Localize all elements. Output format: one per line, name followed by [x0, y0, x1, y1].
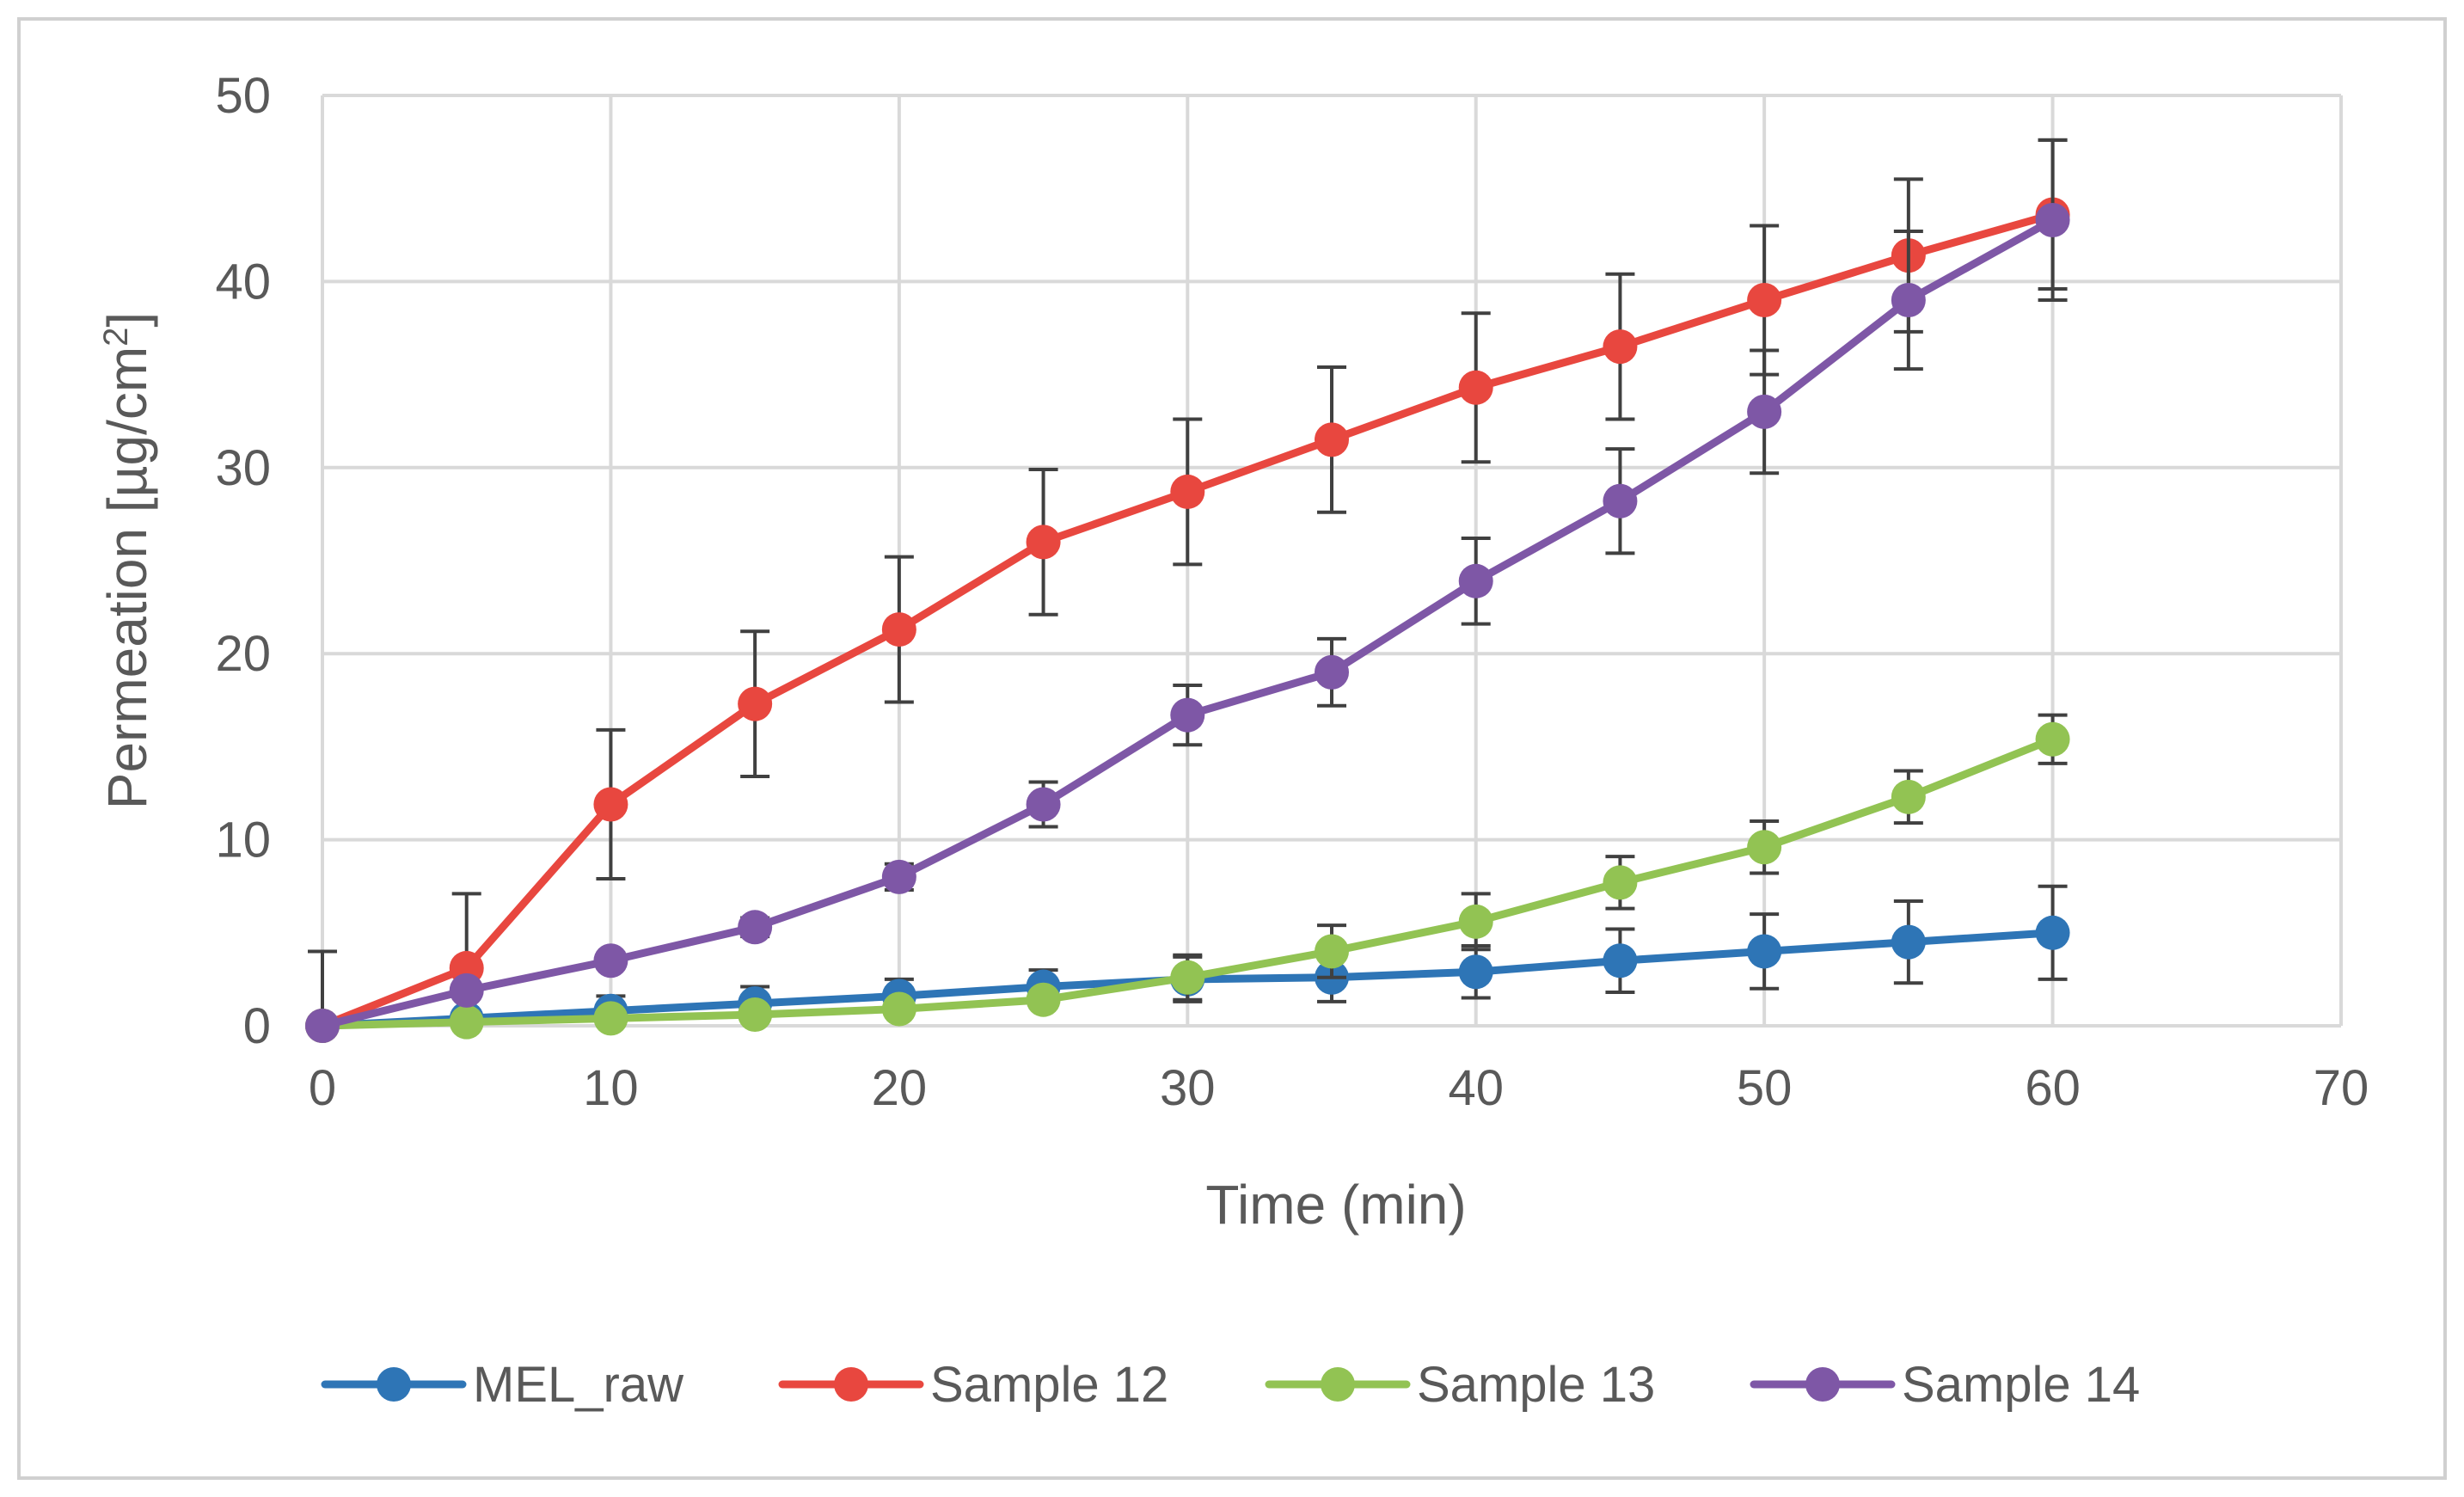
x-tick-label-40: 40 — [1448, 1060, 1504, 1116]
data-point — [1603, 943, 1638, 979]
series-2 — [305, 713, 2070, 1043]
data-point — [1458, 370, 1493, 405]
x-axis-title: Time (min) — [1205, 1174, 1466, 1236]
data-point — [738, 686, 773, 721]
data-point — [593, 1001, 628, 1036]
legend-label: Sample 12 — [930, 1357, 1168, 1413]
y-tick-label-30: 30 — [215, 440, 271, 496]
data-point — [1747, 934, 1782, 969]
legend-label: Sample 13 — [1417, 1357, 1655, 1413]
data-point — [1458, 954, 1493, 990]
y-axis-title: Permeation [µg/cm2] — [96, 312, 158, 809]
x-tick-label-10: 10 — [583, 1060, 639, 1116]
data-point — [1603, 329, 1638, 365]
y-tick-label-0: 0 — [243, 998, 271, 1054]
tick-label-layer: 0 10 20 30 40 50 0 10 20 30 40 50 60 70 — [215, 68, 2369, 1116]
data-point — [1603, 865, 1638, 900]
series-1 — [305, 138, 2070, 1043]
data-point — [881, 859, 916, 894]
data-point — [1747, 830, 1782, 865]
legend-item-2: Sample 13 — [1265, 1357, 1655, 1413]
data-point — [1891, 779, 1926, 814]
y-axis-title-main: Permeation [µg/cm — [96, 347, 158, 809]
data-point — [1891, 924, 1926, 960]
data-point — [2035, 721, 2070, 757]
legend-label: MEL_raw — [473, 1357, 684, 1413]
data-point — [1315, 422, 1349, 457]
series-3 — [305, 138, 2070, 1043]
y-tick-label-40: 40 — [215, 254, 271, 310]
legend-item-1: Sample 12 — [778, 1357, 1168, 1413]
data-point — [2035, 202, 2070, 237]
legend-marker — [834, 1367, 868, 1402]
legend-marker — [1805, 1367, 1840, 1402]
y-axis-title-superscript: 2 — [97, 328, 135, 347]
data-point — [1458, 563, 1493, 598]
data-point — [881, 991, 916, 1027]
axis-title-layer: Time (min) Permeation [µg/cm2] — [96, 312, 1467, 1236]
x-tick-label-60: 60 — [2025, 1060, 2081, 1116]
legend-marker — [1321, 1367, 1355, 1402]
data-point — [1315, 654, 1349, 690]
y-axis-title-close: ] — [96, 312, 158, 328]
data-point — [593, 787, 628, 822]
data-point — [2035, 915, 2070, 950]
x-tick-label-50: 50 — [1737, 1060, 1793, 1116]
data-point — [1315, 934, 1349, 969]
data-point — [738, 997, 773, 1033]
x-tick-label-70: 70 — [2314, 1060, 2369, 1116]
y-tick-label-20: 20 — [215, 626, 271, 682]
data-point — [1026, 982, 1061, 1017]
legend: MEL_raw Sample 12 Sample 13 Sample 14 — [321, 1357, 2140, 1413]
data-point — [881, 612, 916, 647]
data-point — [1170, 960, 1205, 995]
data-point — [593, 943, 628, 979]
data-point — [1747, 283, 1782, 318]
data-point — [449, 1004, 484, 1040]
data-point — [1458, 904, 1493, 939]
x-tick-label-30: 30 — [1160, 1060, 1216, 1116]
legend-item-0: MEL_raw — [321, 1357, 684, 1413]
data-point — [1170, 474, 1205, 509]
data-point — [1747, 394, 1782, 429]
legend-item-3: Sample 14 — [1750, 1357, 2140, 1413]
data-point — [1026, 787, 1061, 822]
x-tick-label-20: 20 — [872, 1060, 928, 1116]
x-tick-label-0: 0 — [309, 1060, 336, 1116]
data-point — [1603, 483, 1638, 518]
data-point — [449, 972, 484, 1008]
data-point — [1891, 283, 1926, 318]
y-tick-label-50: 50 — [215, 68, 271, 124]
data-point — [1026, 525, 1061, 560]
legend-label: Sample 14 — [1902, 1357, 2140, 1413]
legend-marker — [377, 1367, 411, 1402]
data-point — [305, 1009, 340, 1043]
chart-frame — [17, 17, 2447, 1480]
data-point — [1170, 697, 1205, 733]
series-layer — [305, 138, 2070, 1043]
y-tick-label-10: 10 — [215, 813, 271, 868]
data-point — [738, 910, 773, 945]
